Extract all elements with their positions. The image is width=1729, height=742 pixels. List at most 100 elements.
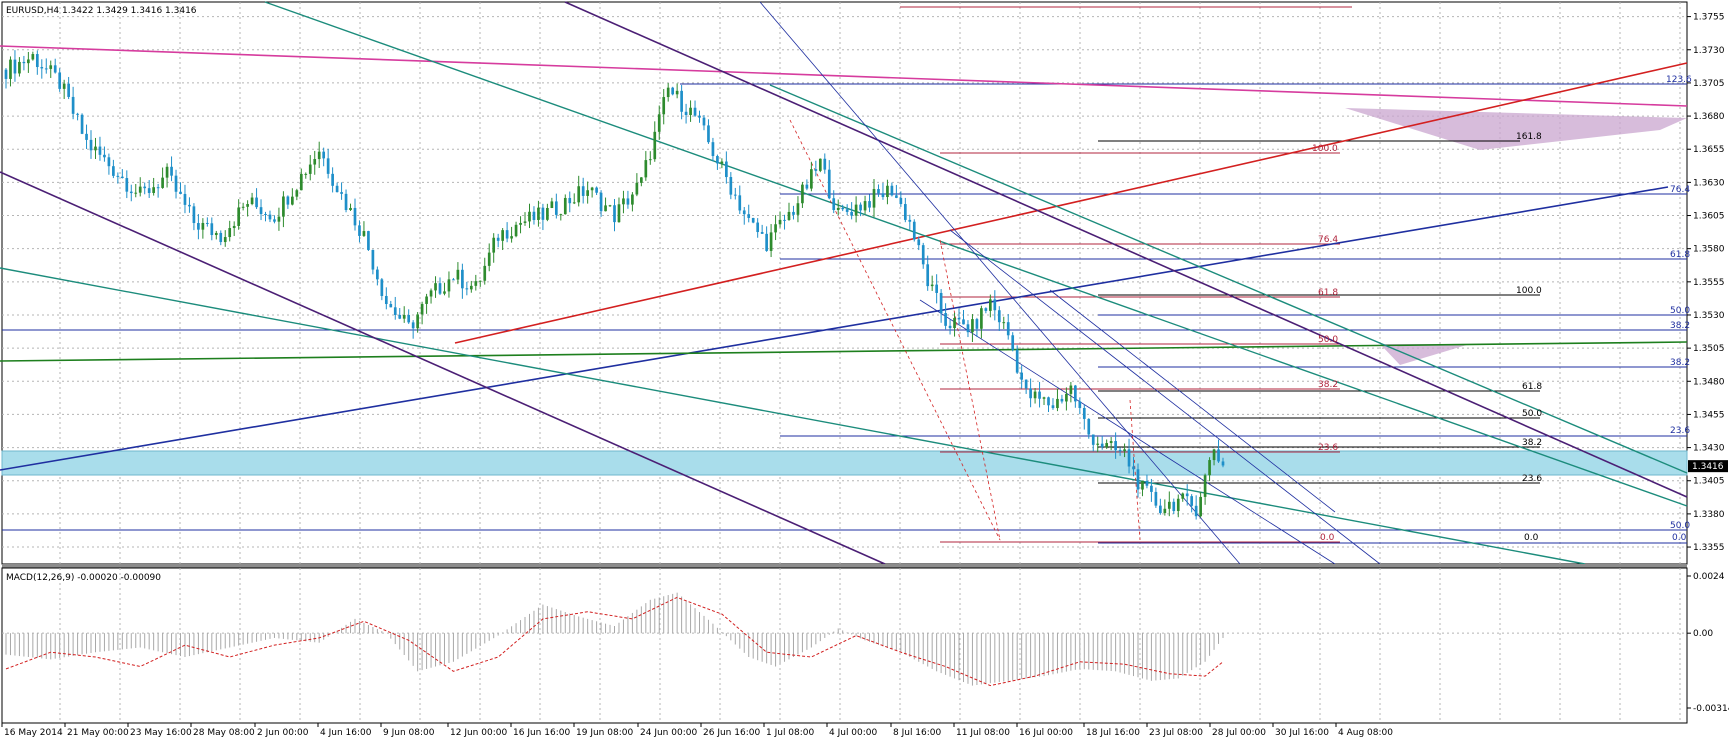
price-tick-label: 1.3380 — [1693, 510, 1725, 520]
candle-body — [125, 178, 129, 192]
candle-body — [407, 314, 411, 323]
candle-body — [98, 146, 102, 155]
fib-labels: 123.6 161.8 100.0 76.4 76.4 61.8 100.0 61.8 50.0… — [1312, 75, 1692, 543]
candle-body — [331, 173, 334, 186]
trendlines — [0, 1, 1688, 565]
candle-body — [67, 83, 70, 97]
price-tick-label: 1.3755 — [1693, 13, 1725, 23]
candle-body — [1136, 469, 1140, 490]
candle-body — [568, 197, 572, 204]
candle-body — [40, 67, 44, 69]
candle-body — [349, 207, 352, 211]
time-tick-label: 1 Jul 08:00 — [766, 728, 815, 738]
candle-body — [1096, 443, 1100, 445]
candle-body — [608, 205, 612, 207]
candle-body — [626, 198, 630, 205]
macd-signal-line — [5, 596, 1224, 687]
candle-body — [653, 131, 657, 160]
candle-body — [192, 206, 196, 224]
candle-body — [953, 317, 956, 329]
main-price-pane[interactable]: 123.6 161.8 100.0 76.4 76.4 61.8 100.0 61.8 50.0… — [0, 1, 1692, 565]
candle-body — [738, 195, 742, 211]
macd-axis[interactable]: 0.0024 0.00 -0.00314 — [1687, 572, 1729, 714]
price-axis[interactable]: 1.3755 1.3730 1.3705 1.3680 1.3655 1.3630 1.36… — [1687, 13, 1725, 553]
candle-body — [402, 314, 406, 319]
candle-body — [783, 219, 786, 221]
candle-body — [662, 97, 666, 115]
candle-body — [1167, 501, 1171, 509]
target-zone-mid — [1380, 344, 1470, 365]
candle-body — [917, 239, 921, 246]
macd-tick-label: 0.00 — [1693, 629, 1713, 639]
candle-body — [322, 151, 326, 159]
candle-body — [590, 187, 594, 191]
candle-body — [447, 279, 451, 292]
candle-body — [1181, 493, 1185, 499]
fib-connector — [789, 119, 1001, 541]
candle-body — [295, 190, 299, 197]
pane-separator[interactable] — [2, 564, 1687, 568]
candle-body — [810, 169, 813, 189]
candle-body — [116, 175, 120, 177]
candle-body — [962, 319, 965, 325]
fib-label: 161.8 — [1516, 132, 1542, 142]
time-axis[interactable]: 16 May 2014 21 May 00:00 23 May 16:00 28 Ma… — [1, 723, 1393, 738]
candle-body — [344, 193, 348, 211]
candle-body — [818, 158, 822, 171]
price-tick-label: 1.3355 — [1693, 543, 1725, 553]
fib-label: 50.0 — [1318, 335, 1338, 345]
fan-line-3 — [949, 229, 1381, 565]
candle-body — [890, 185, 894, 196]
candle-body — [716, 156, 719, 164]
trendline-magenta — [0, 45, 1688, 107]
candle-body — [988, 299, 992, 311]
candle-body — [138, 186, 142, 193]
candle-body — [4, 69, 8, 79]
macd-pane[interactable]: MACD(12,26,9) -0.00020 -0.00090 — [1, 567, 1688, 724]
fib-label: 50.0 — [1670, 521, 1690, 531]
candle-body — [519, 222, 522, 225]
candle-body — [18, 61, 21, 74]
candle-body — [631, 194, 634, 205]
candle-body — [205, 222, 209, 224]
candle-body — [1105, 443, 1109, 448]
candle-body — [179, 191, 182, 194]
candle-body — [183, 193, 187, 205]
candle-body — [886, 185, 889, 198]
candle-body — [299, 173, 303, 191]
candle-body — [255, 197, 258, 208]
candle-body — [103, 154, 106, 158]
candle-body — [1172, 501, 1176, 512]
fan-line-1 — [759, 1, 1241, 565]
price-tick-label: 1.3655 — [1693, 145, 1725, 155]
candle-body — [371, 249, 375, 270]
price-tick-label: 1.3530 — [1693, 311, 1725, 321]
fib-label: 0.0 — [1524, 533, 1539, 543]
candle-body — [944, 313, 947, 326]
candle-body — [622, 198, 625, 205]
candle-body — [483, 265, 487, 281]
candle-body — [335, 185, 339, 193]
trendline-green — [0, 341, 1688, 362]
price-tick-label: 1.3630 — [1693, 178, 1725, 188]
candle-body — [1127, 449, 1131, 467]
candle-body — [1203, 475, 1207, 497]
candle-body — [340, 192, 343, 194]
candle-body — [120, 176, 124, 179]
fib-label: 23.6 — [1670, 426, 1690, 436]
candle-body — [1006, 322, 1010, 336]
candle-body — [729, 177, 733, 195]
candle-body — [161, 177, 164, 188]
fib-label: 50.0 — [1522, 409, 1542, 419]
main-pane-frame — [1, 1, 1688, 565]
fib-label: 0.0 — [1320, 533, 1335, 543]
time-tick-label: 26 Jun 16:00 — [703, 728, 760, 738]
candle-body — [1150, 485, 1153, 492]
candle-body — [747, 214, 751, 218]
candle-body — [581, 186, 585, 196]
candle-body — [827, 169, 831, 199]
fib-label: 100.0 — [1312, 144, 1338, 154]
candle-body — [541, 207, 545, 220]
time-tick-label: 2 Jun 00:00 — [257, 728, 309, 738]
